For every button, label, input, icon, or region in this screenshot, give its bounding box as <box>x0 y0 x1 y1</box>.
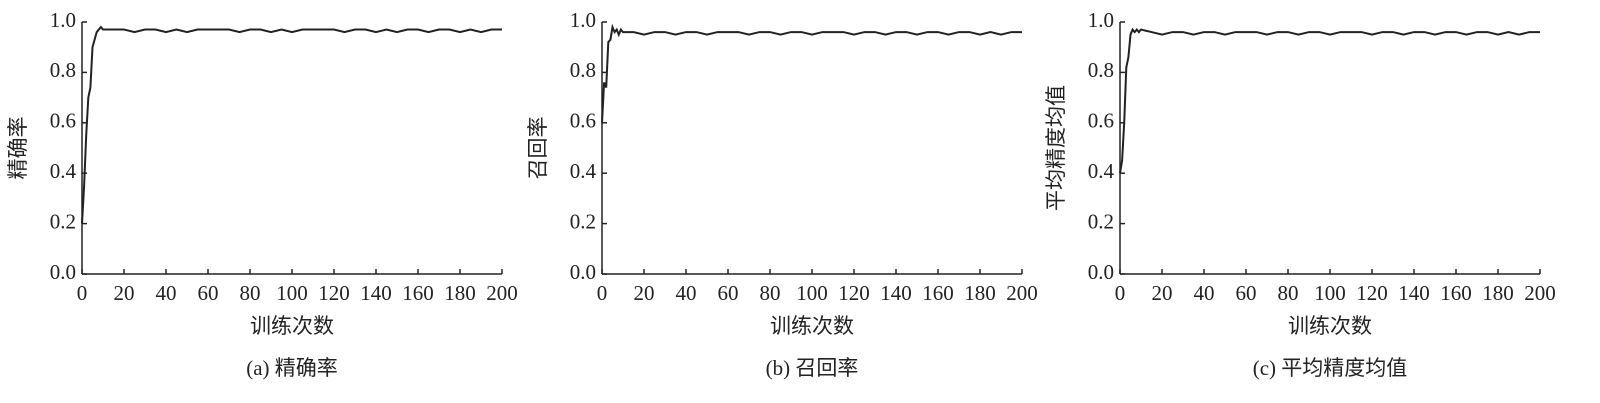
x-tick-label: 160 <box>402 281 434 305</box>
y-tick-label: 1.0 <box>50 8 76 32</box>
y-tick-label: 0.4 <box>1088 159 1115 183</box>
y-axis-label: 召回率 <box>526 117 550 180</box>
x-tick-label: 60 <box>198 281 219 305</box>
y-tick-label: 0.0 <box>50 260 76 284</box>
y-tick-label: 0.8 <box>1088 58 1114 82</box>
x-axis-label: 训练次数 <box>250 314 334 338</box>
y-tick-label: 1.0 <box>1088 8 1114 32</box>
x-tick-label: 20 <box>1152 281 1173 305</box>
x-tick-label: 180 <box>1482 281 1514 305</box>
x-tick-label: 200 <box>1006 281 1038 305</box>
y-tick-label: 0.2 <box>1088 209 1114 233</box>
y-axis-label: 平均精度均值 <box>1044 85 1068 211</box>
x-tick-label: 120 <box>318 281 350 305</box>
y-tick-label: 0.6 <box>50 109 76 133</box>
x-tick-label: 180 <box>444 281 476 305</box>
y-tick-label: 0.6 <box>1088 109 1114 133</box>
caption: (c) 平均精度均值 <box>1253 356 1408 380</box>
y-tick-label: 0.2 <box>50 209 76 233</box>
x-tick-label: 40 <box>156 281 177 305</box>
y-tick-label: 0.4 <box>50 159 77 183</box>
x-axis-label: 训练次数 <box>770 314 854 338</box>
x-tick-label: 80 <box>1278 281 1299 305</box>
x-tick-label: 140 <box>880 281 912 305</box>
y-tick-label: 0.6 <box>570 109 596 133</box>
y-tick-label: 0.8 <box>570 58 596 82</box>
x-tick-label: 120 <box>838 281 870 305</box>
caption: (b) 召回率 <box>766 356 859 380</box>
data-line <box>601 23 1022 123</box>
x-tick-label: 180 <box>964 281 996 305</box>
data-line <box>1119 27 1540 174</box>
x-tick-label: 200 <box>486 281 518 305</box>
x-tick-label: 120 <box>1356 281 1388 305</box>
caption: (a) 精确率 <box>246 356 338 380</box>
x-axis-label: 训练次数 <box>1288 314 1372 338</box>
y-axis-label: 精确率 <box>6 117 30 180</box>
x-tick-label: 80 <box>760 281 781 305</box>
x-tick-label: 20 <box>634 281 655 305</box>
y-tick-label: 1.0 <box>570 8 596 32</box>
x-tick-label: 140 <box>360 281 392 305</box>
x-tick-label: 100 <box>796 281 828 305</box>
y-tick-label: 0.4 <box>570 159 597 183</box>
x-tick-label: 160 <box>922 281 954 305</box>
x-tick-label: 140 <box>1398 281 1430 305</box>
x-tick-label: 0 <box>77 281 88 305</box>
y-tick-label: 0.2 <box>570 209 596 233</box>
x-tick-label: 0 <box>1115 281 1126 305</box>
data-line <box>81 25 502 224</box>
x-tick-label: 20 <box>114 281 135 305</box>
x-tick-label: 40 <box>1194 281 1215 305</box>
y-tick-label: 0.0 <box>1088 260 1114 284</box>
x-tick-label: 0 <box>597 281 608 305</box>
y-tick-label: 0.0 <box>570 260 596 284</box>
x-tick-label: 60 <box>718 281 739 305</box>
x-tick-label: 160 <box>1440 281 1472 305</box>
x-tick-label: 100 <box>1314 281 1346 305</box>
x-tick-label: 100 <box>276 281 308 305</box>
x-tick-label: 60 <box>1236 281 1257 305</box>
x-tick-label: 200 <box>1524 281 1556 305</box>
x-tick-label: 40 <box>676 281 697 305</box>
y-tick-label: 0.8 <box>50 58 76 82</box>
x-tick-label: 80 <box>240 281 261 305</box>
